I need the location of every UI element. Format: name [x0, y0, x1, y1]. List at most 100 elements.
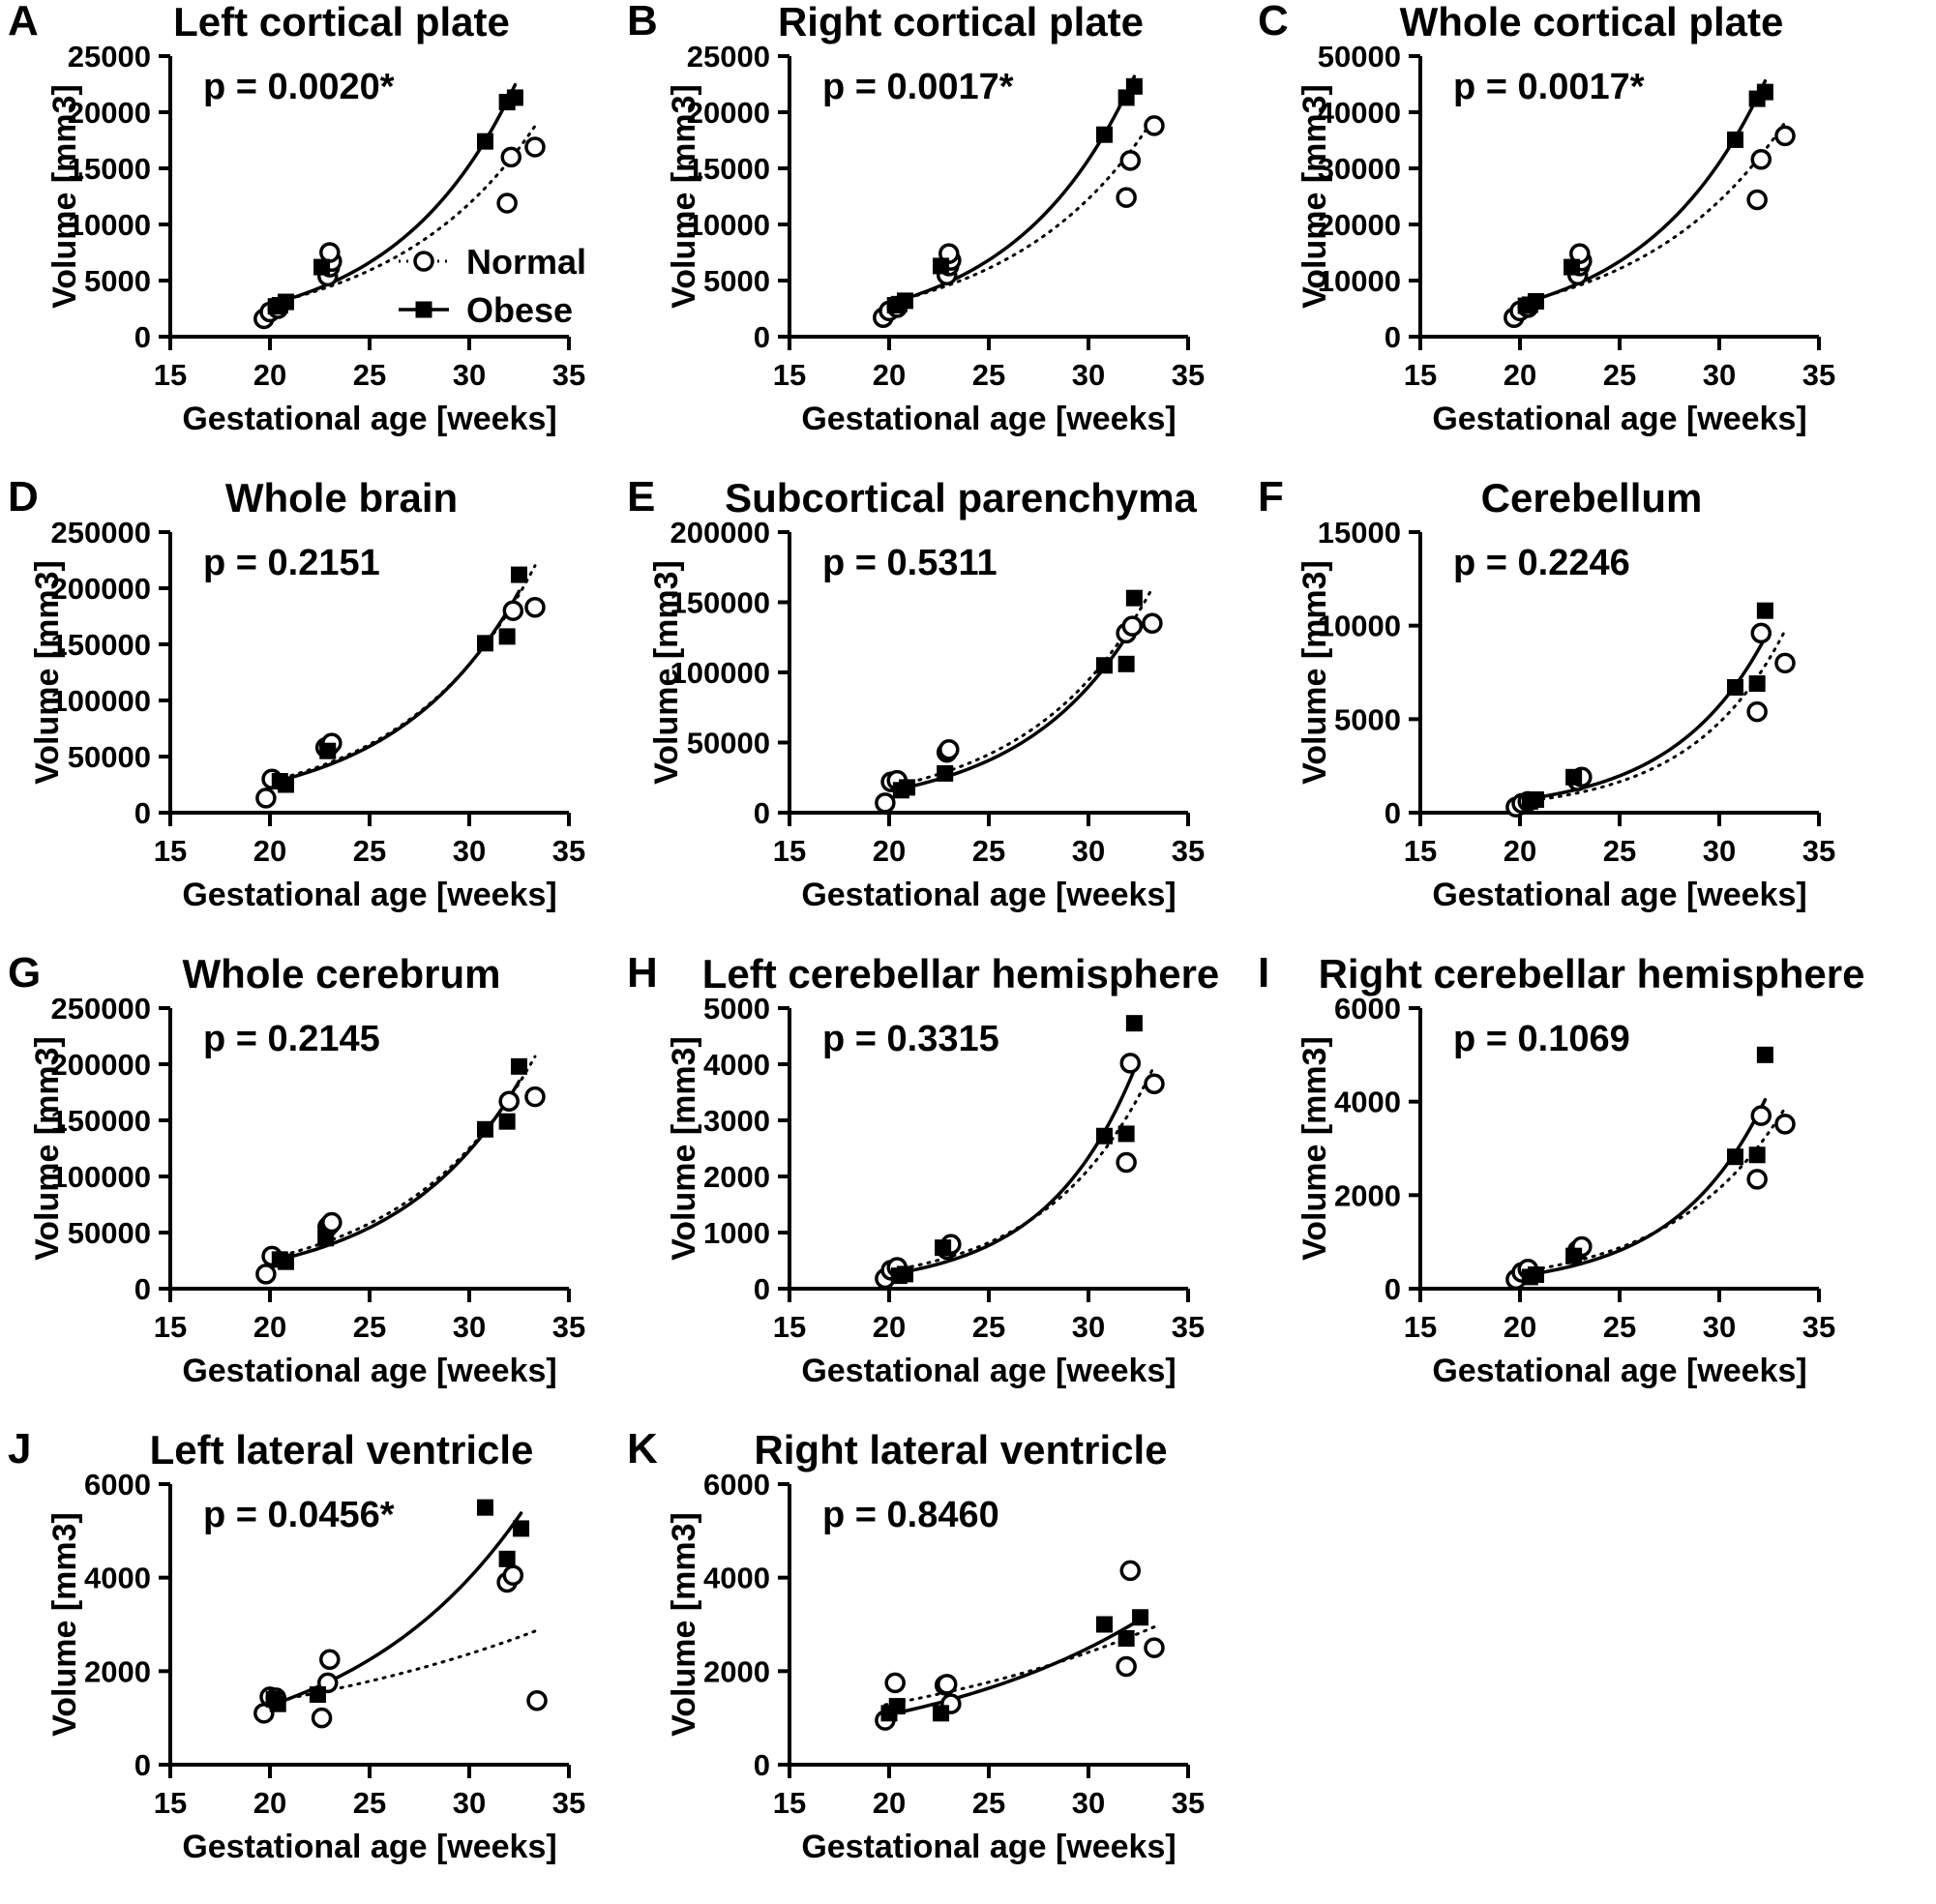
data-point-normal: [319, 242, 341, 263]
data-point-normal: [1774, 1114, 1796, 1135]
y-tick-label: 4000: [703, 1562, 770, 1595]
y-axis-title: Volume [mm3]: [1296, 84, 1333, 309]
fit-curve-normal: [1514, 1106, 1787, 1274]
data-point-obese: [511, 566, 527, 583]
data-point-normal: [884, 1672, 906, 1694]
data-point-normal: [938, 739, 960, 760]
plot-area-g: 0 50000 100000 150000 200000 250000 15 20 25 30 35…: [29, 992, 585, 1389]
panel-b: B Right cortical plate 0 5000 10000 15000 2000…: [627, 0, 1246, 476]
x-tick-label: 15: [154, 1786, 187, 1820]
series-obese: [271, 566, 527, 793]
panel-j: J Left lateral ventricle 0 2000 4000 6000 15 20…: [8, 1428, 627, 1904]
fit-curve-obese: [1524, 78, 1768, 305]
data-point-normal: [1144, 1073, 1165, 1095]
y-axis-title: Volume [mm3]: [666, 1512, 702, 1737]
x-tick-label: 20: [1504, 1310, 1536, 1344]
x-tick-label: 20: [1504, 834, 1536, 868]
data-point-normal: [1746, 700, 1768, 723]
plot-area-k: 0 2000 4000 6000 15 20 25 30 35 Volume [mm3] Gesta…: [666, 1468, 1205, 1865]
y-tick-label: 25000: [68, 40, 151, 74]
data-point-normal: [526, 1690, 548, 1711]
panel-letter-e: E: [627, 473, 656, 521]
series-normal: [875, 1560, 1165, 1731]
x-tick-label: 35: [1172, 1786, 1205, 1820]
data-point-obese: [513, 1520, 530, 1537]
fit-curve-obese: [278, 589, 521, 783]
data-point-normal: [1746, 1169, 1768, 1190]
y-tick-label: 2000: [703, 1160, 770, 1194]
y-tick-label: 0: [754, 796, 770, 830]
data-point-normal: [524, 136, 546, 158]
x-tick-label: 30: [1072, 1310, 1105, 1344]
y-tick-label: 250000: [51, 516, 151, 550]
x-tick-label: 15: [773, 834, 806, 868]
x-axis-title: Gestational age [weeks]: [182, 401, 556, 437]
x-axis-title: Gestational age [weeks]: [801, 1353, 1176, 1389]
fit-curve-normal: [264, 564, 537, 784]
data-point-obese: [937, 764, 954, 782]
series-obese: [892, 589, 1143, 799]
y-tick-label: 0: [134, 1748, 151, 1782]
y-tick-label: 4000: [1334, 1086, 1401, 1119]
fit-curve-normal: [883, 1625, 1156, 1707]
y-tick-label: 100000: [51, 684, 151, 718]
panel-k: K Right lateral ventricle 0 2000 4000 6000 15 2…: [627, 1428, 1246, 1904]
data-point-obese: [899, 779, 916, 796]
x-tick-label: 30: [453, 1310, 486, 1344]
panel-letter-d: D: [8, 473, 39, 521]
x-tick-label: 25: [972, 358, 1005, 392]
y-tick-label: 5000: [84, 264, 151, 298]
data-point-normal: [524, 596, 546, 618]
data-point-obese: [1095, 1616, 1113, 1633]
data-point-normal: [500, 146, 522, 168]
data-point-normal: [319, 1649, 341, 1670]
data-point-obese: [277, 1253, 294, 1270]
fit-curve-obese: [893, 74, 1137, 304]
panel-title-h: Left cerebellar hemisphere: [701, 951, 1220, 997]
p-value-annotation: p = 0.3315: [822, 1019, 999, 1059]
x-tick-label: 35: [1172, 1310, 1205, 1344]
plot-area-c: 0 10000 20000 30000 40000 50000 15 20 25 30 35 Volu…: [1296, 40, 1835, 437]
y-tick-label: 40000: [1318, 96, 1401, 130]
data-point-obese: [1527, 790, 1544, 808]
y-tick-label: 0: [134, 320, 151, 354]
x-tick-label: 30: [1703, 358, 1736, 392]
p-value-annotation: p = 0.5311: [822, 543, 998, 583]
data-point-obese: [511, 1057, 527, 1075]
fit-curve-normal: [1514, 629, 1787, 804]
fit-curve-normal: [1512, 120, 1787, 306]
data-point-obese: [476, 1120, 493, 1138]
data-point-obese: [888, 1698, 906, 1715]
x-tick-label: 35: [552, 834, 585, 868]
data-point-obese: [313, 258, 331, 276]
p-value-annotation: p = 0.2151: [203, 543, 380, 583]
data-point-obese: [498, 1550, 516, 1567]
y-tick-label: 150000: [51, 628, 151, 662]
x-tick-label: 30: [1072, 358, 1105, 392]
data-point-obese: [269, 1695, 286, 1712]
x-tick-label: 25: [1603, 1310, 1636, 1344]
data-point-normal: [255, 788, 277, 809]
x-tick-label: 25: [972, 1310, 1005, 1344]
fit-curve-obese: [899, 622, 1137, 790]
x-axis-title: Gestational age [weeks]: [1432, 401, 1806, 437]
data-point-normal: [1116, 187, 1137, 208]
data-point-obese: [506, 89, 523, 106]
data-point-obese: [498, 1113, 516, 1130]
series-normal: [1505, 1105, 1796, 1291]
x-axis-title: Gestational age [weeks]: [182, 1829, 556, 1865]
data-point-obese: [896, 1265, 913, 1283]
data-point-obese: [476, 1499, 493, 1516]
panel-title-i: Right cerebellar hemisphere: [1318, 951, 1865, 997]
x-tick-label: 35: [552, 1310, 585, 1344]
legend-marker-obese: [415, 301, 432, 318]
panel-title-a: Left cortical plate: [173, 0, 510, 45]
x-tick-label: 15: [154, 358, 187, 392]
y-tick-label: 200000: [670, 516, 770, 550]
data-point-obese: [319, 742, 337, 759]
x-tick-label: 25: [972, 1786, 1005, 1820]
x-tick-label: 15: [773, 358, 806, 392]
y-tick-label: 2000: [703, 1654, 770, 1688]
y-tick-label: 6000: [84, 1468, 151, 1502]
panel-letter-i: I: [1258, 949, 1270, 997]
